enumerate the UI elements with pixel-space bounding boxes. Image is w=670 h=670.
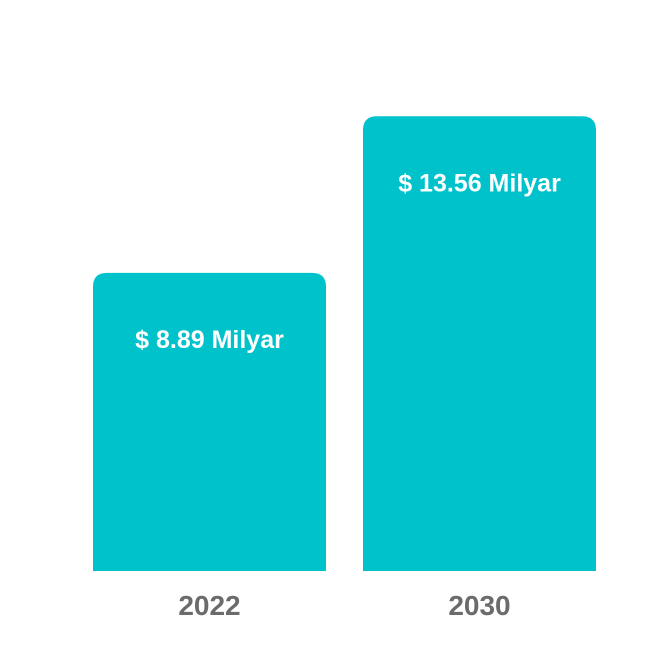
x-axis-tick-labels: 2022 2030 [178, 590, 510, 621]
bar-2030 [363, 116, 596, 571]
bars-layer [93, 116, 596, 571]
x-tick-label-2030: 2030 [448, 590, 510, 621]
bar-2022 [93, 272, 326, 571]
data-label-2030: $ 13.56 Milyar [398, 169, 561, 197]
data-label-2022: $ 8.89 Milyar [135, 326, 284, 354]
x-tick-label-2022: 2022 [178, 590, 240, 621]
data-labels-layer: $ 8.89 Milyar $ 13.56 Milyar [135, 169, 561, 354]
